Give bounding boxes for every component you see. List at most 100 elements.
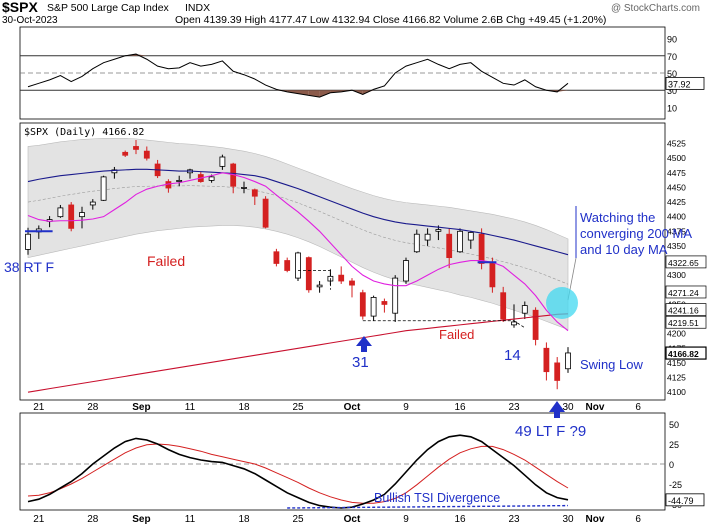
candle-body <box>403 260 409 282</box>
x-tick-label: 21 <box>33 514 45 525</box>
annotation-failed-left: Failed <box>147 253 185 269</box>
tsi-divergence-line <box>287 504 569 509</box>
x-tick-label: 23 <box>508 514 520 525</box>
candle-body <box>68 204 75 229</box>
x-tick-label: 18 <box>238 402 250 413</box>
candle-body <box>79 212 85 218</box>
candle-body <box>467 232 474 241</box>
candle-body <box>554 362 561 381</box>
rsi-tick-label: 10 <box>667 103 677 113</box>
header-exchange: INDX <box>185 2 210 14</box>
arrow-up-lt <box>549 401 565 418</box>
x-tick-label: 18 <box>238 514 250 525</box>
candle-body <box>446 233 453 259</box>
x-tick-label: 16 <box>454 402 466 413</box>
candle-body <box>251 189 258 197</box>
price-tick-label: 4200 <box>667 329 686 339</box>
price-value-box <box>665 346 707 360</box>
band-midline <box>27 185 569 285</box>
candle-body <box>532 309 539 340</box>
candle-body <box>57 207 64 218</box>
candle-body <box>273 251 280 264</box>
candle-body <box>543 347 550 373</box>
rsi-tick-label: 50 <box>667 69 677 79</box>
candle-body <box>511 321 517 326</box>
candle-body <box>457 230 463 253</box>
candle-body <box>241 187 247 189</box>
rsi-line <box>27 53 569 98</box>
rsi-tick-label: 30 <box>667 86 677 96</box>
x-tick-label: 21 <box>33 402 45 413</box>
price-value-label: 4241.16 <box>668 306 699 316</box>
x-tick-label: 23 <box>508 402 520 413</box>
candle-body <box>262 198 269 228</box>
rsi-oversold-fill <box>276 90 288 92</box>
moving-average-ma-10 <box>27 172 569 332</box>
annotation-watching-2: converging 200 MA <box>580 226 692 241</box>
candle-body <box>489 263 496 288</box>
price-tick-label: 4300 <box>667 270 686 280</box>
x-tick-label: 11 <box>185 514 196 525</box>
candle-body <box>478 233 485 264</box>
x-tick-label: 30 <box>562 514 574 525</box>
x-tick-label: 25 <box>292 514 304 525</box>
x-tick-label: 9 <box>403 514 409 525</box>
price-tick-label: 4400 <box>667 212 686 222</box>
convergence-circle <box>546 287 578 319</box>
price-tick-label: 4425 <box>667 197 686 207</box>
candle-body <box>122 151 129 156</box>
header-symbol: $SPX <box>2 0 38 15</box>
tsi-value-label: -44.79 <box>668 496 694 506</box>
x-tick-label: 9 <box>403 402 409 413</box>
price-tick-label: 4350 <box>667 241 686 251</box>
price-chart: 4100412541504175420042254250427543004325… <box>25 137 707 397</box>
tsi-tick-label: 25 <box>669 440 679 450</box>
x-tick-label: Sep <box>132 514 150 525</box>
price-tick-label: 4375 <box>667 226 686 236</box>
annotation-watching-3: and 10 day MA <box>580 242 668 257</box>
candle-body <box>338 274 345 282</box>
candle-body <box>284 260 291 271</box>
candle-body <box>500 292 507 320</box>
candle-body <box>359 292 366 317</box>
candle-body <box>521 305 528 314</box>
watermark: @ StockCharts.com <box>611 3 700 14</box>
x-tick-label: 28 <box>87 402 99 413</box>
candle-body <box>25 233 31 250</box>
annotation-swing-low: Swing Low <box>580 357 643 372</box>
candle-body <box>413 233 420 253</box>
candle-body <box>381 301 388 305</box>
header-quote: Open 4139.39 High 4177.47 Low 4132.94 Cl… <box>175 14 606 26</box>
candle-body <box>370 296 377 317</box>
x-axes: 21 21 28 28 Sep Sep 11 11 18 18 25 25 Oct Oct 9 9 16 16 23… <box>33 402 641 525</box>
x-tick-label: 28 <box>87 514 99 525</box>
rsi-oversold-fill <box>319 90 331 98</box>
x-tick-label: 6 <box>635 402 641 413</box>
price-value-label: 4322.65 <box>668 258 699 268</box>
rsi-oversold-fill <box>557 90 568 92</box>
price-tick-label: 4525 <box>667 139 686 149</box>
candle-body <box>176 179 183 182</box>
x-tick-label: 25 <box>292 402 304 413</box>
price-value-box <box>665 285 707 299</box>
annotation-31: 31 <box>352 354 369 371</box>
x-tick-label: 11 <box>185 402 196 413</box>
candle-body <box>111 169 118 174</box>
candle-body <box>435 229 442 232</box>
moving-average-ma-50 <box>27 168 569 256</box>
candle-body <box>349 280 355 286</box>
x-tick-label: Sep <box>132 402 150 413</box>
rsi-tick-label: 70 <box>667 52 677 62</box>
rsi-value-box <box>665 76 705 90</box>
candle-body <box>392 277 399 314</box>
moving-average-ma-200 <box>27 313 569 393</box>
header-date: 30-Oct-2023 <box>2 15 58 26</box>
candle-body <box>208 176 215 181</box>
price-tick-label: 4450 <box>667 182 686 192</box>
candle-body <box>89 201 96 206</box>
price-value-box <box>665 303 707 316</box>
rsi-value-label: 37.92 <box>668 79 691 89</box>
tsi-value-box <box>665 493 705 507</box>
support-line-oct <box>362 320 526 329</box>
